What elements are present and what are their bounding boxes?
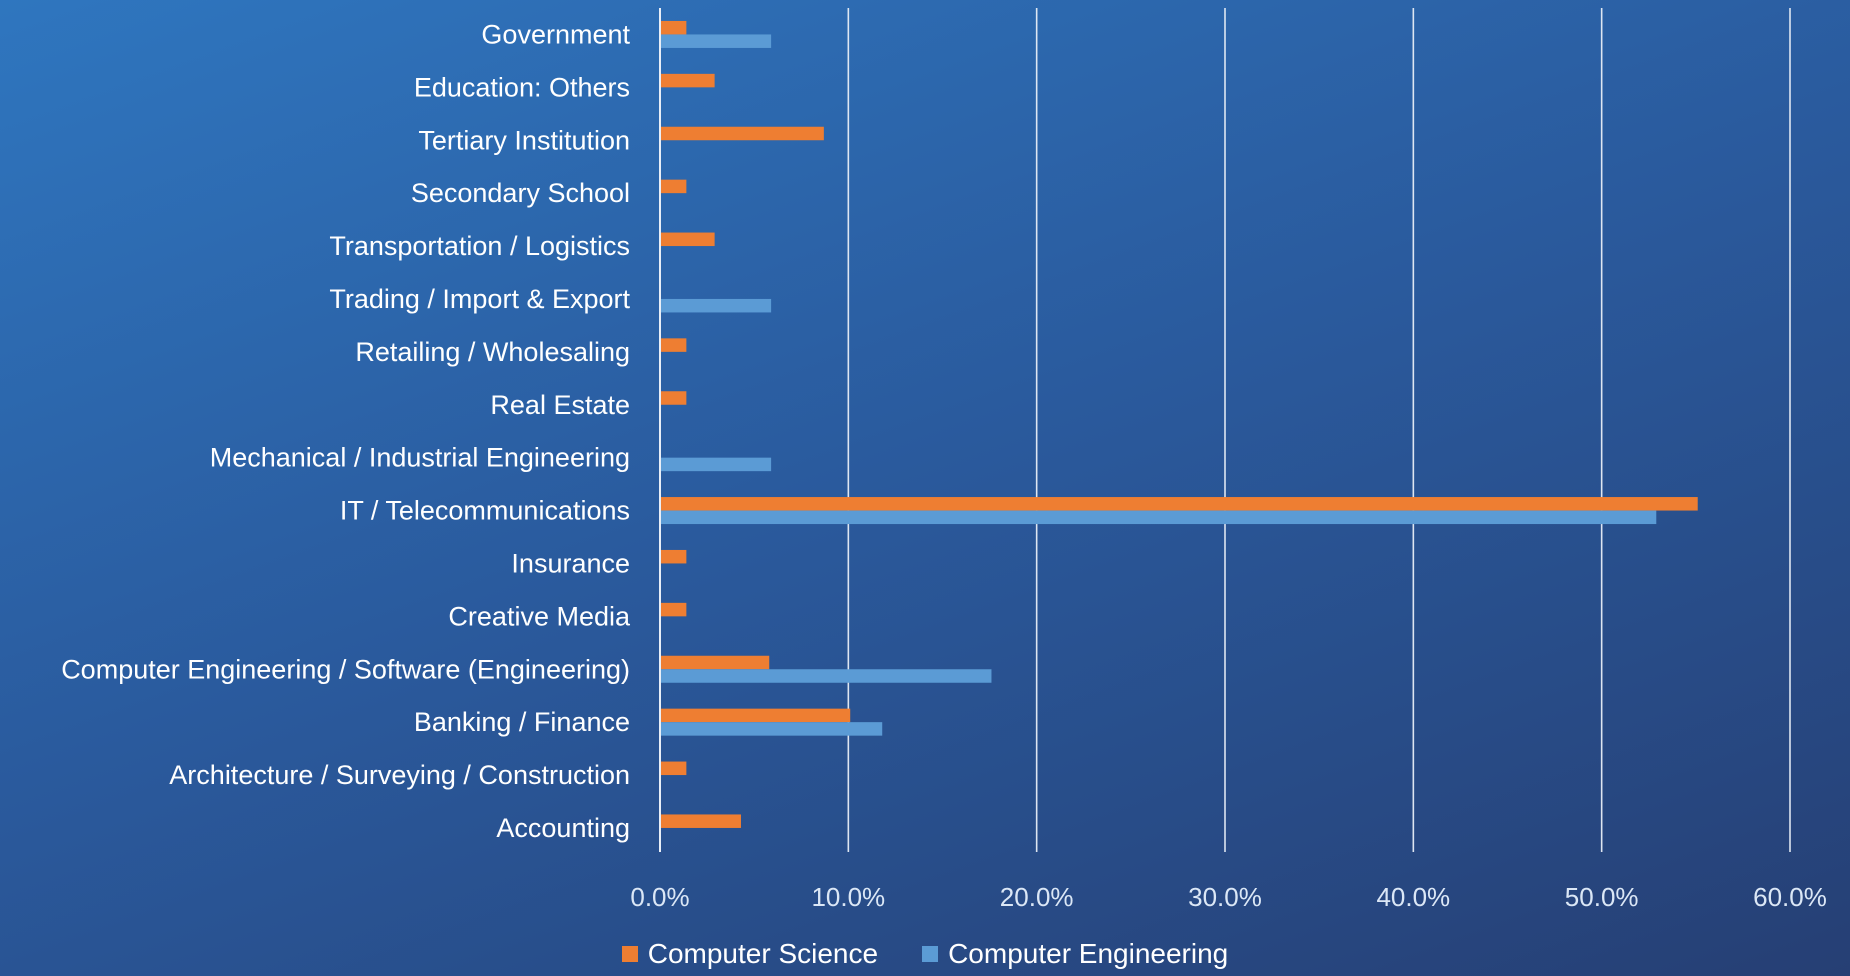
x-tick-label-10-0: 10.0%	[811, 882, 885, 912]
category-label-government: Government	[481, 19, 630, 49]
x-tick-label-30-0: 30.0%	[1188, 882, 1262, 912]
bar-computer-science-computer-engineering-software-engineering[interactable]	[660, 655, 770, 670]
legend-item-computer-science[interactable]: Computer Science	[621, 938, 879, 969]
bars	[660, 20, 1698, 828]
category-label-secondary-school: Secondary School	[411, 178, 630, 208]
category-labels: Government Education: Others Tertiary Inst…	[61, 19, 631, 843]
bar-computer-science-creative-media[interactable]	[660, 602, 687, 617]
category-label-creative-media: Creative Media	[448, 601, 631, 631]
x-tick-label-0-0: 0.0%	[630, 882, 689, 912]
bar-computer-science-it-telecommunications[interactable]	[660, 497, 1698, 511]
legend-swatch-computer-engineering	[922, 946, 939, 962]
gridlines	[847, 8, 1791, 852]
category-label-trading-import-export: Trading / Import & Export	[329, 284, 630, 314]
bar-computer-science-retailing-wholesaling[interactable]	[660, 338, 687, 352]
category-label-tertiary-institution: Tertiary Institution	[418, 125, 630, 155]
bar-computer-engineering-government[interactable]	[660, 34, 772, 48]
bar-computer-engineering-banking-finance[interactable]	[660, 722, 883, 736]
x-tick-label-60-0: 60.0%	[1753, 882, 1827, 912]
legend-item-computer-engineering[interactable]: Computer Engineering	[922, 940, 1228, 968]
bar-computer-science-secondary-school[interactable]	[660, 179, 687, 194]
bar-computer-science-accounting[interactable]	[660, 814, 741, 828]
legend-swatch-computer-science	[621, 946, 638, 962]
bar-computer-science-banking-finance[interactable]	[660, 708, 851, 723]
bar-computer-science-tertiary-institution[interactable]	[660, 126, 824, 141]
bar-computer-engineering-it-telecommunications[interactable]	[660, 510, 1657, 525]
x-tick-label-20-0: 20.0%	[1000, 882, 1074, 912]
category-label-banking-finance: Banking / Finance	[414, 707, 630, 737]
category-label-retailing-wholesaling: Retailing / Wholesaling	[355, 337, 630, 367]
category-label-mechanical-industrial-engineering: Mechanical / Industrial Engineering	[210, 443, 630, 473]
legend: Computer Science Computer Engineering	[0, 940, 1850, 968]
legend-label-computer-engineering: Computer Engineering	[948, 938, 1229, 969]
bar-computer-science-architecture-surveying-construction[interactable]	[660, 761, 687, 776]
category-label-it-telecommunications: IT / Telecommunications	[340, 496, 630, 526]
bar-computer-engineering-trading-import-export[interactable]	[660, 298, 772, 313]
category-label-accounting: Accounting	[496, 813, 630, 843]
x-tick-labels: 0.0% 10.0% 20.0% 30.0% 40.0% 50.0% 60.0%	[630, 882, 1827, 912]
legend-label-computer-science: Computer Science	[647, 938, 879, 969]
bar-computer-engineering-mechanical-industrial-engineering[interactable]	[660, 457, 772, 472]
category-label-insurance: Insurance	[511, 548, 630, 578]
bar-computer-engineering-computer-engineering-software-engineering[interactable]	[660, 669, 992, 683]
bar-computer-science-real-estate[interactable]	[660, 391, 687, 405]
bar-computer-science-education-others[interactable]	[660, 73, 715, 88]
category-label-computer-engineering-software-engineering: Computer Engineering / Software (Enginee…	[61, 654, 630, 684]
bar-computer-science-insurance[interactable]	[660, 549, 687, 564]
category-label-education-others: Education: Others	[414, 72, 630, 102]
x-tick-label-40-0: 40.0%	[1376, 882, 1450, 912]
bar-computer-science-transportation-logistics[interactable]	[660, 232, 715, 247]
bar-computer-science-government[interactable]	[660, 20, 687, 35]
x-tick-label-50-0: 50.0%	[1565, 882, 1639, 912]
category-label-real-estate: Real Estate	[490, 390, 630, 420]
category-label-transportation-logistics: Transportation / Logistics	[329, 231, 630, 261]
category-label-architecture-surveying-construction: Architecture / Surveying / Construction	[169, 760, 630, 790]
